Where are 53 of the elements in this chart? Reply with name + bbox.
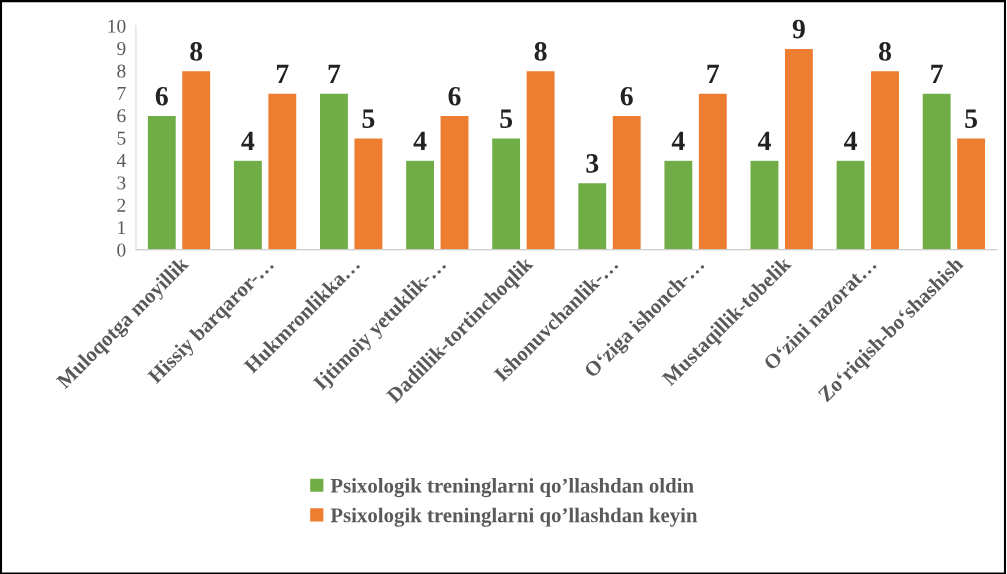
bar <box>490 137 522 250</box>
data-label: 5 <box>500 109 513 128</box>
bar <box>439 114 470 250</box>
data-label: 4 <box>844 131 857 151</box>
data-label: 9 <box>792 19 805 39</box>
data-label: 4 <box>241 131 255 151</box>
data-label: 8 <box>878 42 892 61</box>
data-label: 6 <box>155 86 168 106</box>
bar <box>663 159 694 250</box>
data-label: 7 <box>328 64 341 83</box>
y-tick-label: 9 <box>117 42 126 56</box>
bar <box>318 92 350 250</box>
legend-label: Psixologik treninglarni qo’llashdan oldin <box>330 478 694 498</box>
bar <box>266 92 298 250</box>
bar <box>611 114 643 250</box>
y-tick-label: 1 <box>118 221 126 235</box>
y-tick-label: 4 <box>116 154 126 167</box>
data-label: 3 <box>586 154 599 173</box>
bar <box>955 137 987 250</box>
data-label: 7 <box>931 64 943 83</box>
y-tick-label: 6 <box>117 109 126 123</box>
data-label: 4 <box>671 131 685 151</box>
data-label: 8 <box>190 42 203 61</box>
bar <box>697 92 729 250</box>
bar <box>180 69 212 250</box>
data-label: 6 <box>448 86 461 106</box>
bar <box>232 159 264 250</box>
bar <box>921 92 952 250</box>
legend-label: Psixologik treninglarni qo’llashdan keyin <box>330 507 698 527</box>
bar <box>749 159 780 250</box>
data-label: 4 <box>413 131 427 151</box>
data-label: 5 <box>965 109 978 128</box>
y-tick-label: 2 <box>117 198 126 212</box>
bar <box>353 137 384 250</box>
bar <box>835 159 866 250</box>
y-tick-label: 3 <box>117 176 126 190</box>
data-label: 4 <box>757 131 771 151</box>
bar <box>404 159 436 250</box>
y-tick-label: 0 <box>117 243 126 257</box>
bar <box>869 69 901 250</box>
data-label: 7 <box>276 64 289 83</box>
bar <box>525 69 556 250</box>
bar <box>783 47 815 250</box>
y-tick-label: 7 <box>117 87 126 100</box>
bar <box>146 114 178 250</box>
data-label: 6 <box>620 86 633 106</box>
data-label: 5 <box>362 109 375 128</box>
data-label: 8 <box>534 42 547 61</box>
y-tick-label: 8 <box>117 64 126 78</box>
data-label: 7 <box>707 64 720 83</box>
y-tick-label: 10 <box>108 19 126 33</box>
y-tick-label: 5 <box>117 131 126 145</box>
bar <box>576 181 608 250</box>
